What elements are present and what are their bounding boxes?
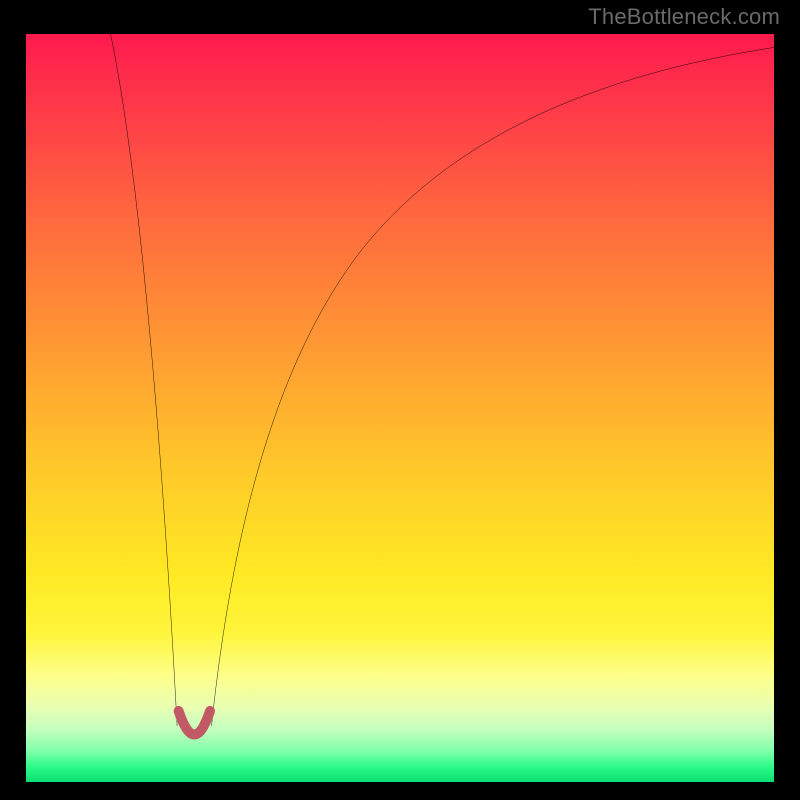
optimal-zone-marker: [179, 711, 210, 735]
watermark-text: TheBottleneck.com: [588, 4, 780, 30]
curve-layer: [26, 34, 774, 782]
chart-stage: TheBottleneck.com: [0, 0, 800, 800]
bottleneck-curve: [111, 34, 774, 726]
plot-area: [26, 34, 774, 782]
